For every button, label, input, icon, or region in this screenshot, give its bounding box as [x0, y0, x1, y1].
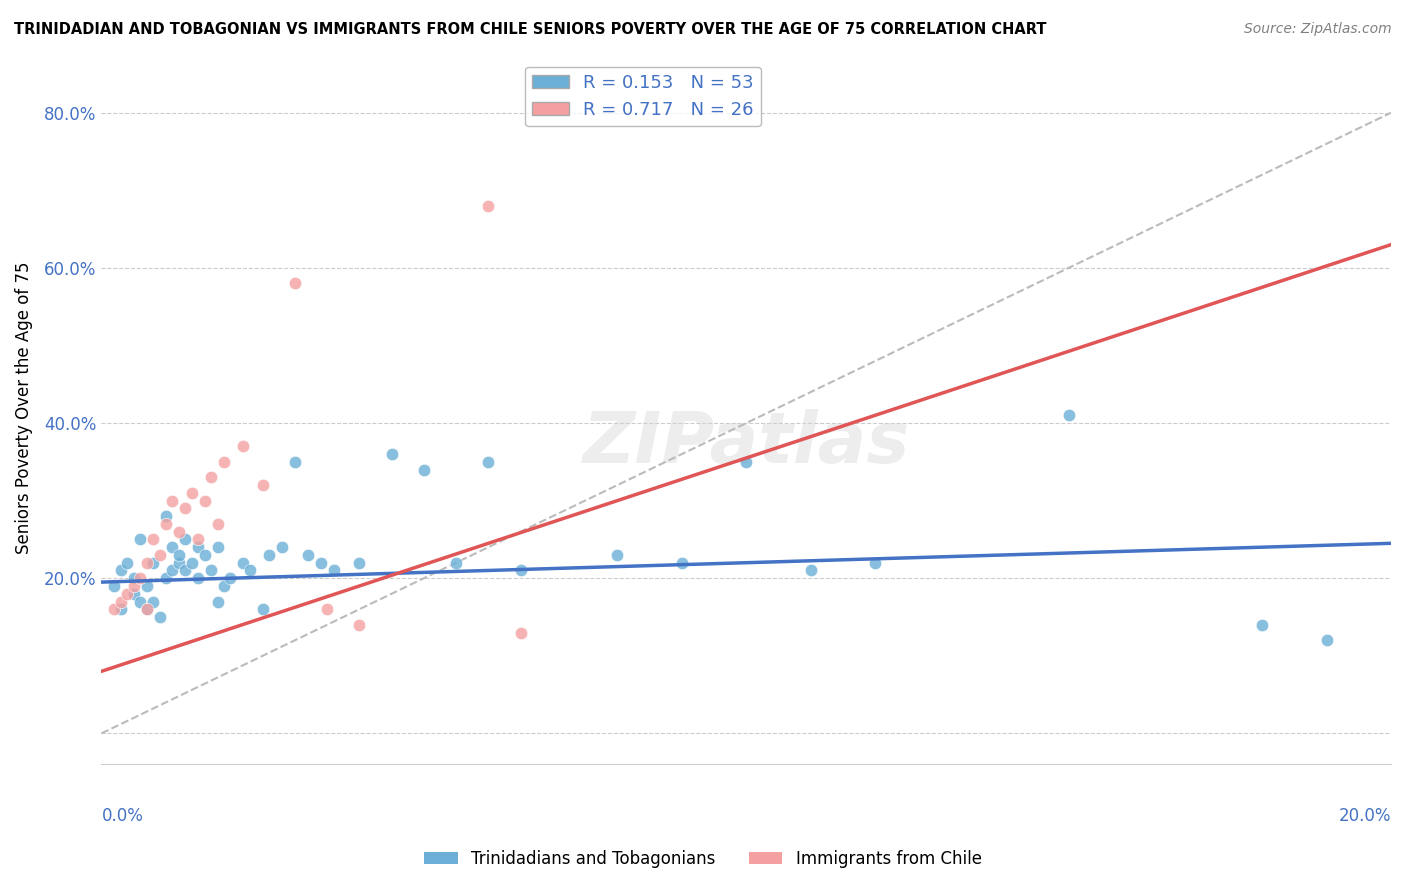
Legend: R = 0.153   N = 53, R = 0.717   N = 26: R = 0.153 N = 53, R = 0.717 N = 26: [526, 67, 761, 127]
Text: TRINIDADIAN AND TOBAGONIAN VS IMMIGRANTS FROM CHILE SENIORS POVERTY OVER THE AGE: TRINIDADIAN AND TOBAGONIAN VS IMMIGRANTS…: [14, 22, 1046, 37]
Point: [162, 540, 184, 554]
Point: [135, 556, 157, 570]
Point: [117, 556, 139, 570]
Point: [194, 548, 217, 562]
Point: [167, 548, 190, 562]
Point: [477, 199, 499, 213]
Point: [1057, 409, 1080, 423]
Point: [257, 548, 280, 562]
Point: [180, 556, 202, 570]
Point: [509, 564, 531, 578]
Point: [207, 594, 229, 608]
Text: 0.0%: 0.0%: [101, 807, 143, 825]
Point: [142, 594, 165, 608]
Point: [194, 493, 217, 508]
Point: [117, 587, 139, 601]
Point: [174, 564, 197, 578]
Text: 20.0%: 20.0%: [1339, 807, 1391, 825]
Point: [284, 277, 307, 291]
Point: [187, 571, 209, 585]
Text: Source: ZipAtlas.com: Source: ZipAtlas.com: [1244, 22, 1392, 37]
Point: [142, 556, 165, 570]
Point: [110, 594, 132, 608]
Point: [155, 509, 177, 524]
Point: [200, 564, 222, 578]
Point: [200, 470, 222, 484]
Point: [309, 556, 332, 570]
Point: [412, 462, 434, 476]
Point: [271, 540, 294, 554]
Legend: Trinidadians and Tobagonians, Immigrants from Chile: Trinidadians and Tobagonians, Immigrants…: [418, 844, 988, 875]
Point: [122, 571, 145, 585]
Point: [103, 602, 125, 616]
Point: [207, 540, 229, 554]
Point: [148, 548, 170, 562]
Point: [212, 455, 235, 469]
Y-axis label: Seniors Poverty Over the Age of 75: Seniors Poverty Over the Age of 75: [15, 261, 32, 554]
Point: [174, 501, 197, 516]
Point: [606, 548, 628, 562]
Point: [135, 579, 157, 593]
Point: [180, 486, 202, 500]
Point: [509, 625, 531, 640]
Point: [381, 447, 404, 461]
Point: [155, 516, 177, 531]
Point: [671, 556, 693, 570]
Point: [148, 610, 170, 624]
Point: [110, 602, 132, 616]
Point: [863, 556, 886, 570]
Point: [735, 455, 758, 469]
Point: [219, 571, 242, 585]
Point: [135, 602, 157, 616]
Point: [284, 455, 307, 469]
Point: [232, 439, 254, 453]
Point: [122, 587, 145, 601]
Point: [162, 493, 184, 508]
Point: [316, 602, 339, 616]
Point: [187, 540, 209, 554]
Point: [155, 571, 177, 585]
Point: [252, 602, 274, 616]
Point: [322, 564, 344, 578]
Point: [129, 533, 152, 547]
Point: [349, 556, 371, 570]
Point: [135, 602, 157, 616]
Text: ZIPatlas: ZIPatlas: [582, 409, 910, 478]
Point: [167, 524, 190, 539]
Point: [252, 478, 274, 492]
Point: [477, 455, 499, 469]
Point: [212, 579, 235, 593]
Point: [239, 564, 262, 578]
Point: [187, 533, 209, 547]
Point: [800, 564, 823, 578]
Point: [167, 556, 190, 570]
Point: [207, 516, 229, 531]
Point: [129, 571, 152, 585]
Point: [110, 564, 132, 578]
Point: [444, 556, 467, 570]
Point: [349, 617, 371, 632]
Point: [122, 579, 145, 593]
Point: [1251, 617, 1274, 632]
Point: [297, 548, 319, 562]
Point: [174, 533, 197, 547]
Point: [129, 594, 152, 608]
Point: [1315, 633, 1337, 648]
Point: [232, 556, 254, 570]
Point: [162, 564, 184, 578]
Point: [103, 579, 125, 593]
Point: [142, 533, 165, 547]
